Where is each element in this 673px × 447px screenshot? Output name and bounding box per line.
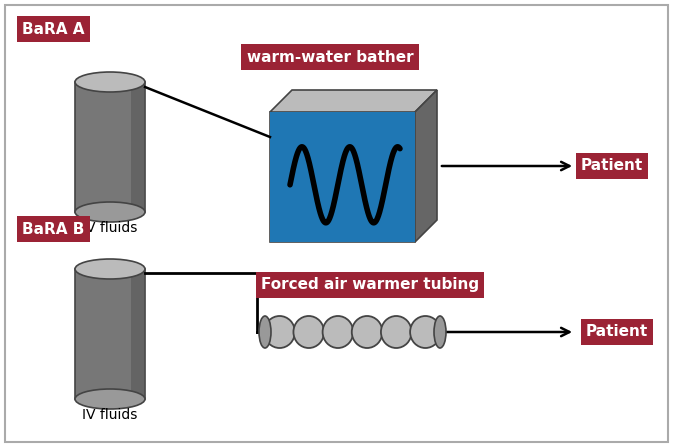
Ellipse shape xyxy=(410,316,441,348)
Ellipse shape xyxy=(259,316,271,348)
Bar xyxy=(270,112,415,242)
Bar xyxy=(270,112,415,242)
Bar xyxy=(75,269,145,399)
Ellipse shape xyxy=(75,389,145,409)
Text: IV fluids: IV fluids xyxy=(82,221,138,235)
Polygon shape xyxy=(415,90,437,242)
Ellipse shape xyxy=(381,316,412,348)
Text: warm-water bather: warm-water bather xyxy=(247,50,413,64)
Ellipse shape xyxy=(352,316,382,348)
Text: Patient: Patient xyxy=(586,325,648,340)
Ellipse shape xyxy=(75,259,145,279)
Text: Patient: Patient xyxy=(581,159,643,173)
Ellipse shape xyxy=(322,316,353,348)
Ellipse shape xyxy=(434,316,446,348)
Polygon shape xyxy=(270,90,437,112)
Ellipse shape xyxy=(293,316,324,348)
Text: BaRA B: BaRA B xyxy=(22,222,84,236)
Text: Forced air warmer tubing: Forced air warmer tubing xyxy=(261,278,479,292)
Text: BaRA A: BaRA A xyxy=(22,21,85,37)
Text: IV fluids: IV fluids xyxy=(82,408,138,422)
Ellipse shape xyxy=(75,72,145,92)
Bar xyxy=(131,269,145,399)
Ellipse shape xyxy=(75,202,145,222)
Ellipse shape xyxy=(264,316,295,348)
FancyBboxPatch shape xyxy=(5,5,668,442)
Bar xyxy=(131,82,145,212)
Bar xyxy=(75,82,145,212)
